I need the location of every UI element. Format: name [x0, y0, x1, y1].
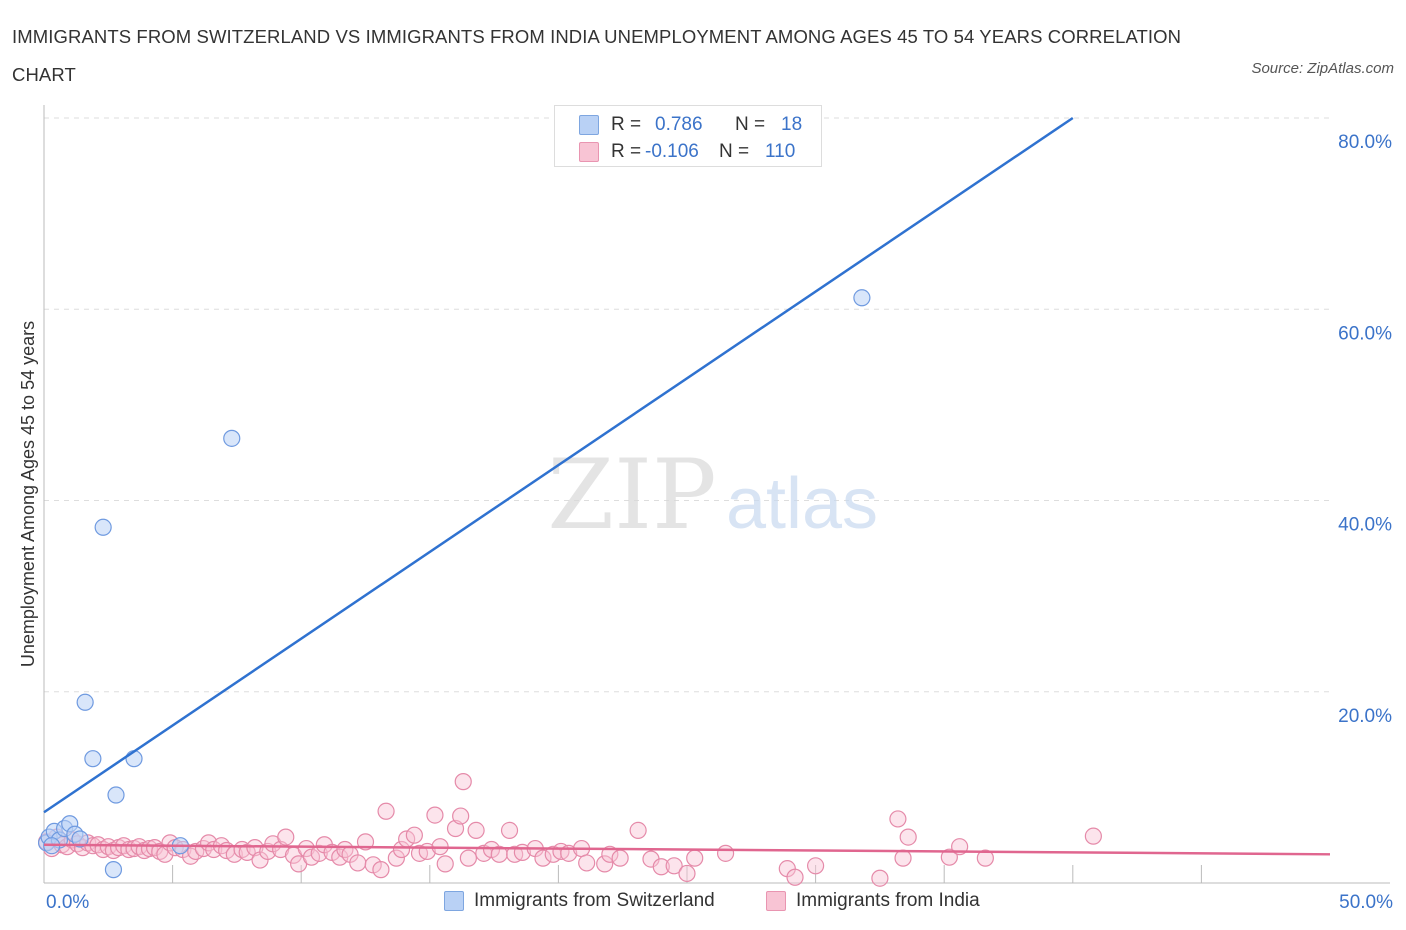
india-point — [786, 868, 804, 886]
switzerland-point — [84, 750, 102, 768]
india-trend-line — [43, 843, 1331, 856]
series-label-switzerland: Immigrants from Switzerland — [474, 890, 715, 911]
india-point — [629, 821, 647, 840]
series-swatch-india — [766, 891, 786, 911]
legend-r-label: R = — [611, 114, 642, 135]
legend-r-value: 0.786 — [655, 114, 703, 135]
india-point — [894, 849, 912, 867]
switzerland-point — [853, 289, 871, 307]
switzerland-points — [37, 289, 871, 879]
india-point — [436, 855, 454, 873]
watermark-atlas: atlas — [726, 464, 878, 544]
india-point — [716, 844, 735, 862]
y-tick-label: 80.0% — [1338, 132, 1392, 153]
series-legend-india[interactable]: Immigrants from India — [766, 890, 980, 912]
india-point — [182, 847, 200, 865]
india-point — [678, 864, 696, 883]
india-point — [1084, 827, 1102, 845]
switzerland-point — [125, 750, 143, 768]
india-point — [686, 849, 704, 867]
switzerland-point — [76, 693, 94, 711]
india-point — [302, 848, 321, 866]
india-point — [310, 844, 328, 862]
series-swatch-switzerland — [444, 891, 464, 911]
india-point — [405, 826, 423, 844]
india-point — [601, 845, 619, 863]
series-legend-switzerland[interactable]: Immigrants from Switzerland — [444, 890, 715, 912]
switzerland-point — [223, 429, 241, 447]
india-point — [454, 773, 472, 791]
india-point — [940, 848, 958, 866]
y-tick-label: 20.0% — [1338, 706, 1392, 727]
india-point — [665, 857, 683, 875]
trend-lines — [43, 116, 1331, 856]
india-point — [976, 849, 994, 867]
switzerland-trend-line — [43, 116, 1074, 814]
india-point — [806, 857, 825, 875]
y-tick-label: 40.0% — [1338, 515, 1392, 536]
legend-row-india: R = -0.106 N = 110 — [579, 140, 795, 164]
india-point — [578, 854, 596, 872]
india-point — [336, 840, 354, 859]
axes — [43, 105, 1390, 884]
legend-n-value: 18 — [781, 114, 803, 135]
legend-r-value: -0.106 — [645, 141, 699, 162]
x-tick-label-max: 50.0% — [1339, 892, 1393, 913]
switzerland-point — [71, 830, 89, 848]
india-point — [372, 861, 390, 879]
series-label-india: Immigrants from India — [796, 890, 980, 911]
y-axis-label: Unemployment Among Ages 45 to 54 years — [18, 321, 38, 667]
india-point — [387, 849, 405, 867]
india-point — [500, 821, 519, 840]
tick-labels: 20.0% 40.0% 60.0% 80.0% 0.0% 50.0% — [46, 132, 1393, 913]
india-point — [297, 839, 315, 858]
india-point — [596, 855, 614, 873]
watermark-zip: ZIP — [547, 439, 716, 551]
india-point — [377, 802, 395, 820]
india-point — [392, 840, 411, 859]
india-point — [871, 869, 889, 887]
india-point — [467, 821, 485, 840]
india-point — [899, 828, 917, 846]
switzerland-point — [94, 518, 112, 536]
india-point — [652, 858, 670, 876]
legend-swatch-switzerland — [579, 115, 599, 135]
legend-swatch-india — [579, 142, 599, 162]
chart-title: IMMIGRANTS FROM SWITZERLAND VS IMMIGRANT… — [12, 26, 1182, 85]
legend-r-label: R = — [611, 141, 642, 162]
watermark: ZIP atlas — [547, 439, 878, 551]
india-point — [889, 810, 907, 828]
switzerland-point — [107, 786, 125, 804]
india-point — [349, 854, 367, 872]
india-point — [534, 849, 552, 867]
india-points — [37, 773, 1102, 887]
switzerland-point — [104, 861, 123, 879]
series-legend: Immigrants from Switzerland Immigrants f… — [0, 890, 1406, 916]
india-point — [277, 828, 295, 846]
india-point — [611, 849, 629, 867]
x-tick-label-min: 0.0% — [46, 892, 89, 913]
source-label: Source: ZipAtlas.com — [1251, 60, 1394, 77]
india-point — [426, 806, 444, 824]
legend-row-switzerland: R = 0.786 N = 18 — [579, 113, 802, 137]
legend-n-label: N = — [719, 141, 750, 162]
india-point — [459, 849, 477, 867]
legend-n-value: 110 — [765, 141, 796, 162]
grid-lines — [44, 117, 1330, 693]
correlation-legend: R = 0.786 N = 18 R = -0.106 N = 110 — [554, 105, 822, 167]
india-point — [452, 807, 470, 825]
legend-n-label: N = — [735, 114, 766, 135]
y-tick-label: 60.0% — [1338, 323, 1392, 344]
